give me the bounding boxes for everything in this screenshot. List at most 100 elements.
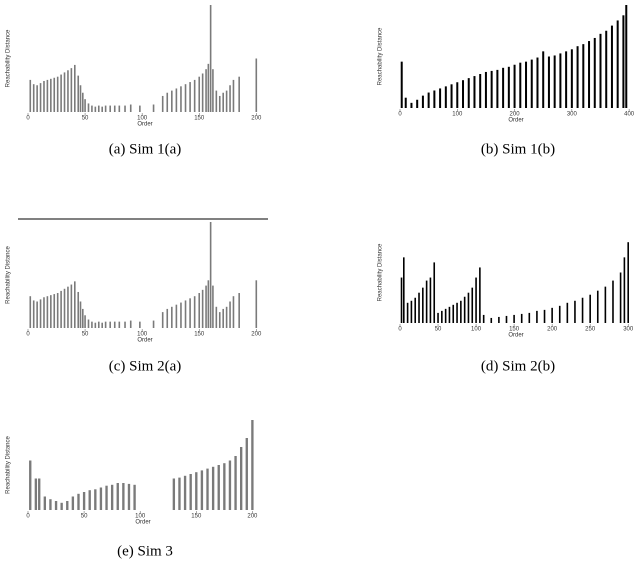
bar — [225, 306, 228, 328]
bar — [49, 499, 52, 510]
bar — [467, 78, 470, 108]
x-tick-label: 300 — [567, 112, 578, 118]
bar — [232, 79, 235, 112]
bar — [171, 306, 173, 328]
bar — [502, 67, 505, 108]
bar — [619, 272, 622, 323]
bar — [201, 73, 204, 112]
bar — [122, 483, 125, 510]
x-tick-label: 100 — [471, 327, 482, 333]
bar — [36, 301, 38, 328]
bar — [482, 314, 485, 323]
bar — [77, 291, 80, 328]
bar — [507, 66, 510, 108]
y-axis-label: Reachability Distance — [6, 435, 12, 493]
x-tick-label: 100 — [137, 332, 148, 338]
bar — [209, 222, 212, 328]
bar — [54, 501, 58, 510]
bar — [189, 298, 191, 328]
x-tick-label: 150 — [194, 332, 205, 338]
bar — [542, 51, 545, 108]
bar — [94, 322, 97, 328]
x-tick-label: 100 — [137, 116, 148, 122]
bar — [175, 88, 178, 112]
x-axis-label: Order — [137, 338, 152, 344]
bar — [570, 49, 573, 108]
bar — [616, 20, 619, 109]
x-tick-label: 400 — [624, 112, 635, 118]
bar — [118, 105, 121, 112]
bar — [471, 287, 474, 323]
bar — [180, 302, 182, 328]
bar — [627, 242, 629, 323]
y-axis-label: Reachability Distance — [6, 29, 12, 87]
x-tick-label: 200 — [547, 327, 558, 333]
bar — [201, 289, 204, 328]
bar — [229, 85, 231, 112]
bar — [189, 474, 192, 510]
bar — [82, 492, 86, 510]
caption: (a) Sim 1(a) — [109, 141, 181, 157]
bar — [74, 64, 76, 112]
bar — [178, 477, 181, 510]
x-tick-label: 250 — [585, 327, 596, 333]
bar — [94, 489, 97, 510]
bar — [175, 304, 178, 328]
bar — [593, 37, 596, 108]
bar — [582, 44, 585, 108]
bar — [101, 322, 103, 328]
x-axis-label: Order — [508, 118, 523, 124]
bar — [166, 308, 169, 328]
bar — [536, 57, 539, 108]
bar — [43, 496, 47, 510]
bar — [441, 310, 443, 323]
bar — [212, 285, 214, 328]
bar — [623, 257, 626, 323]
bar — [66, 501, 69, 510]
bar — [43, 80, 45, 112]
bar — [425, 280, 428, 323]
bar — [484, 71, 487, 108]
bar — [118, 321, 121, 328]
bar — [205, 69, 207, 112]
bar — [88, 490, 91, 510]
bar — [113, 321, 116, 328]
bar — [116, 483, 119, 510]
bar — [161, 95, 164, 112]
bar — [530, 59, 533, 108]
bar — [433, 90, 436, 108]
bar — [565, 51, 568, 108]
bar — [218, 95, 221, 112]
bar — [207, 63, 210, 112]
bar — [81, 308, 84, 328]
bar — [87, 103, 90, 112]
bar — [596, 290, 599, 323]
bar — [255, 58, 258, 112]
bar — [452, 304, 455, 323]
bar — [205, 285, 207, 328]
bar — [238, 76, 240, 112]
bar — [183, 475, 187, 510]
bar — [599, 33, 602, 109]
bar — [463, 296, 466, 323]
x-tick-label: 0 — [26, 514, 30, 520]
caption: (d) Sim 2(b) — [481, 358, 555, 374]
bar — [222, 92, 224, 112]
bar — [207, 280, 210, 328]
caption: (e) Sim 3 — [117, 543, 173, 559]
bar — [450, 84, 453, 108]
bar — [60, 290, 62, 328]
bar — [124, 105, 126, 112]
y-axis-label: Reachability Distance — [378, 243, 384, 301]
bar — [206, 468, 209, 510]
bar — [50, 295, 52, 328]
bar — [498, 316, 500, 323]
bar — [223, 463, 226, 510]
bar — [612, 280, 614, 323]
bar — [133, 484, 136, 510]
x-tick-label: 200 — [251, 116, 262, 122]
bar — [422, 287, 424, 323]
bar — [576, 46, 579, 108]
bar — [566, 302, 569, 323]
bar — [110, 484, 114, 510]
